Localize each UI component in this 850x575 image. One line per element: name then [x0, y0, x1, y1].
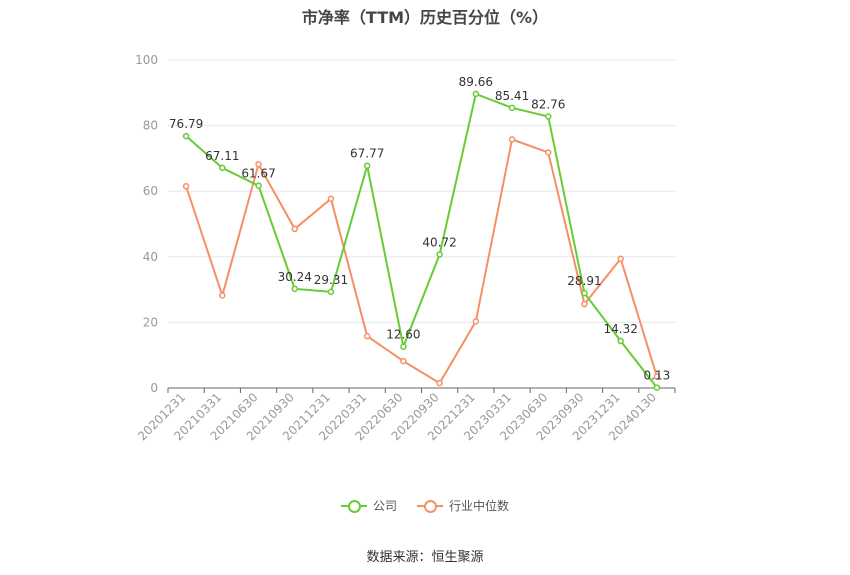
data-point-company: [508, 104, 516, 112]
data-point-company: [472, 90, 480, 98]
data-point-company: [327, 288, 335, 296]
data-point-industry: [182, 183, 190, 190]
y-tick-label: 0: [150, 381, 158, 395]
data-point-company: [400, 343, 407, 350]
legend-company-label: 公司: [372, 499, 397, 513]
data-point-industry: [400, 357, 407, 365]
data-label: 0.13: [644, 369, 671, 383]
data-label: 67.11: [205, 149, 239, 163]
data-label: 67.77: [350, 147, 384, 161]
series-line-industry: [185, 138, 658, 385]
legend: 公司 行业中位数: [0, 497, 850, 514]
data-label: 82.76: [531, 98, 565, 112]
legend-item-company[interactable]: 公司: [340, 497, 397, 514]
legend-industry-marker: [417, 499, 443, 513]
y-tick-label: 80: [143, 119, 158, 133]
data-point-industry: [436, 379, 443, 387]
data-label: 30.24: [278, 270, 312, 284]
data-point-industry: [545, 149, 552, 156]
data-point-industry: [327, 195, 335, 202]
data-label: 28.91: [567, 274, 601, 288]
data-label: 61.67: [241, 167, 275, 181]
data-point-industry: [653, 373, 661, 380]
data-point-company: [182, 132, 190, 140]
data-label: 76.79: [169, 117, 203, 131]
data-point-industry: [472, 318, 480, 325]
data-point-company: [653, 384, 661, 391]
legend-industry-label: 行业中位数: [449, 499, 510, 513]
data-point-company: [255, 182, 262, 189]
data-point-company: [291, 285, 298, 293]
y-tick-label: 100: [135, 53, 158, 67]
data-point-industry: [508, 136, 516, 143]
series-line-company: [185, 92, 658, 389]
data-point-industry: [255, 161, 262, 168]
chart-title: 市净率（TTM）历史百分位（%）: [301, 8, 549, 27]
data-label: 12.60: [386, 328, 420, 342]
legend-item-industry[interactable]: 行业中位数: [417, 497, 509, 514]
y-tick-label: 60: [143, 184, 158, 198]
data-point-company: [219, 164, 226, 172]
data-point-industry: [581, 300, 588, 308]
data-point-company: [545, 113, 552, 120]
data-label: 14.32: [603, 322, 637, 336]
data-point-industry: [617, 255, 624, 263]
data-point-company: [581, 289, 588, 297]
data-label: 40.72: [422, 235, 456, 249]
data-label: 29.31: [314, 273, 348, 287]
data-label: 89.66: [459, 75, 493, 89]
legend-company-marker: [340, 499, 367, 513]
data-label: 85.41: [495, 89, 529, 103]
y-tick-label: 20: [143, 315, 158, 329]
data-point-industry: [219, 292, 226, 299]
data-point-industry: [363, 332, 371, 340]
data-point-company: [363, 162, 371, 169]
source-note: 数据来源：恒生聚源: [366, 550, 484, 565]
y-tick-label: 40: [143, 250, 158, 264]
data-point-industry: [291, 225, 298, 233]
data-point-company: [617, 337, 624, 345]
data-point-company: [436, 251, 443, 258]
line-chart: 0204060801002020123120210331202106302021…: [135, 53, 676, 443]
